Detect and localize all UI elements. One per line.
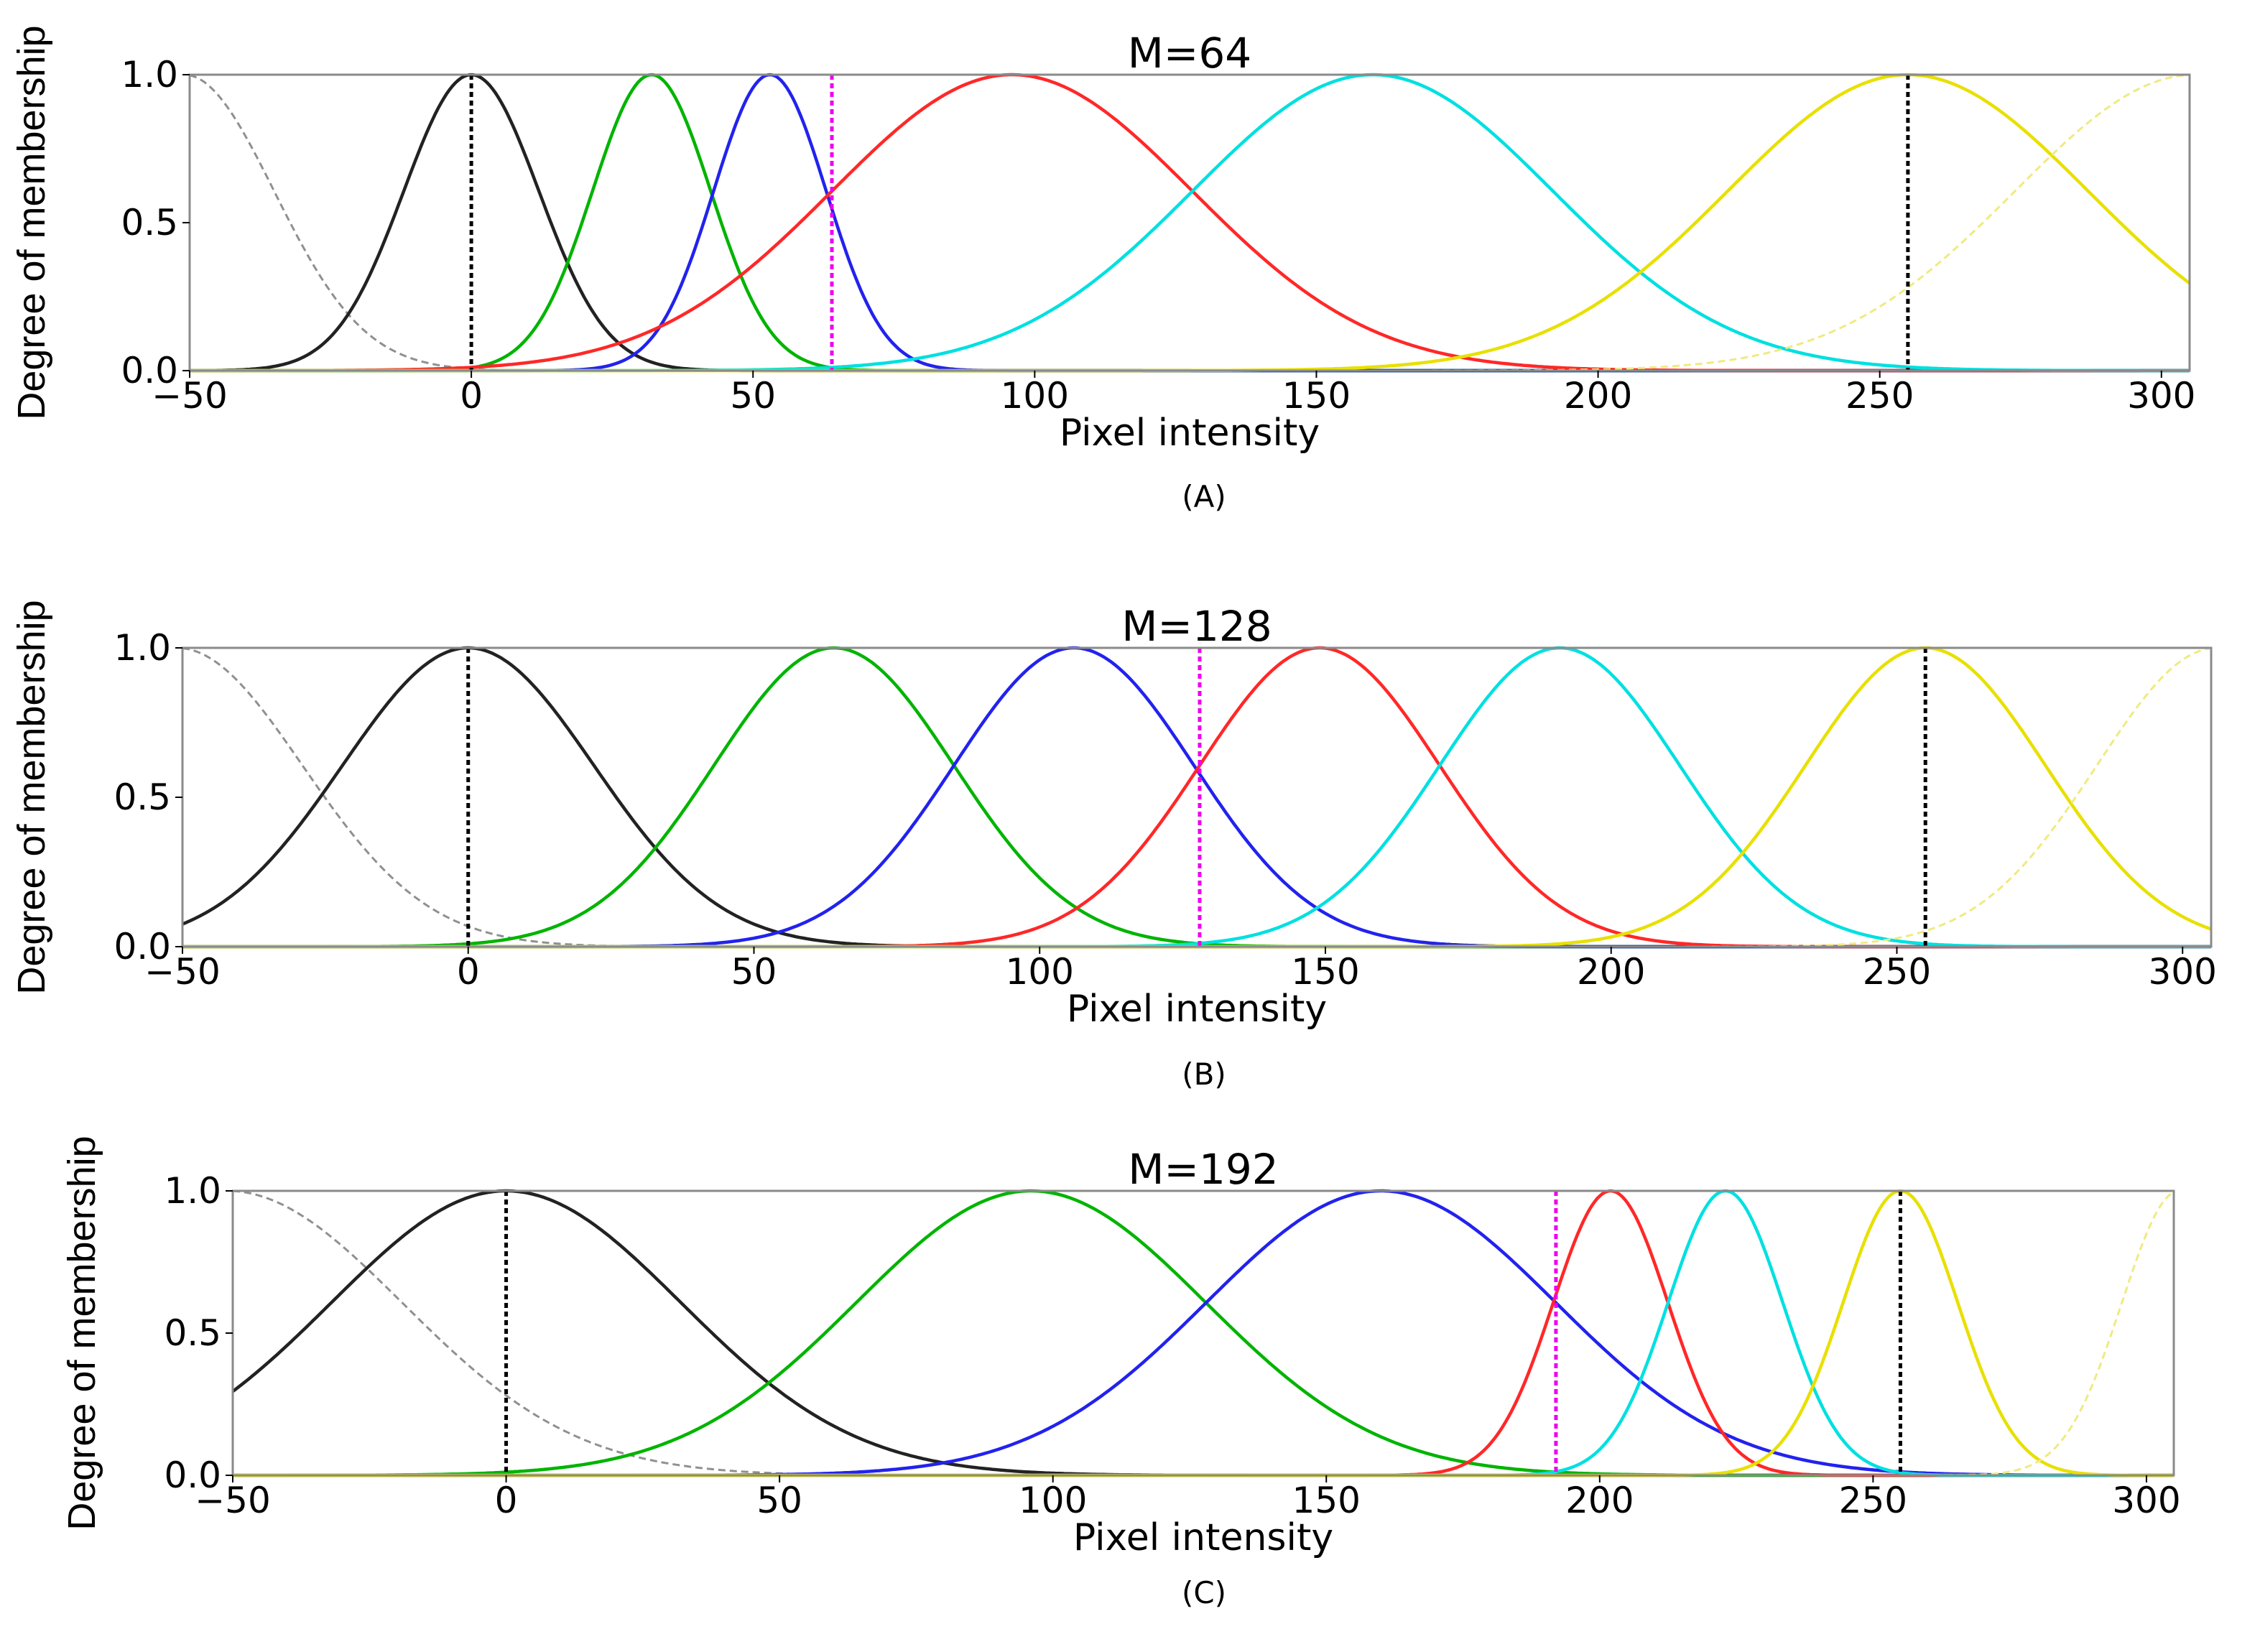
y-tick-label: 1.0 <box>121 54 178 96</box>
x-tick-label: 300 <box>2112 1480 2180 1521</box>
x-tick-label: 50 <box>731 951 777 993</box>
series-line-7 <box>190 73 2190 372</box>
series-line-3 <box>233 1189 2174 1477</box>
curves <box>182 646 2211 949</box>
plot-frame <box>231 1189 2175 1477</box>
series-line-2 <box>233 1189 2174 1477</box>
x-tick-label: 250 <box>1845 375 1914 417</box>
series-line-4 <box>182 646 2211 949</box>
y-tick-label: 0.5 <box>164 1312 221 1354</box>
x-tick-label: 250 <box>1839 1480 1907 1521</box>
x-tick-label: 0 <box>495 1480 518 1521</box>
y-tick-label: 1.0 <box>164 1170 221 1212</box>
series-line-0 <box>182 646 2211 948</box>
series-line-1 <box>182 646 2211 949</box>
series-line-3 <box>182 646 2211 949</box>
x-tick-label: 200 <box>1577 951 1645 993</box>
panel-caption: (A) <box>1182 479 1226 514</box>
curves <box>233 1189 2174 1477</box>
series-line-5 <box>233 1189 2174 1477</box>
curves <box>190 73 2190 373</box>
x-tick-label: −50 <box>152 375 228 417</box>
y-tick-label: 0.0 <box>164 1454 221 1496</box>
panel-caption: (C) <box>1182 1575 1226 1610</box>
series-line-0 <box>190 74 2190 372</box>
x-tick-label: 0 <box>460 375 483 417</box>
series-line-6 <box>233 1189 2174 1477</box>
x-tick-label: 0 <box>457 951 480 993</box>
series-line-2 <box>190 73 2190 373</box>
x-tick-label: 100 <box>1006 951 1074 993</box>
series-line-4 <box>233 1189 2174 1477</box>
series-line-2 <box>182 646 2211 949</box>
series-line-5 <box>190 73 2190 373</box>
y-tick-label: 0.0 <box>121 350 178 391</box>
panel-title: M=64 <box>1128 29 1251 78</box>
panel-title: M=192 <box>1128 1145 1278 1194</box>
chart-panel-0: −50 0 50 100 150 200 250 300 0.0 0.5 1.0 M=64 Pixel … <box>10 25 2196 514</box>
y-tick-label: 1.0 <box>114 627 171 669</box>
x-tick-label: 150 <box>1292 1480 1361 1521</box>
x-tick-label: 150 <box>1282 375 1351 417</box>
x-tick-label: 100 <box>1001 375 1069 417</box>
x-tick-label: 50 <box>730 375 776 417</box>
x-tick-label: 150 <box>1291 951 1359 993</box>
series-line-4 <box>190 73 2190 373</box>
series-line-6 <box>190 73 2190 373</box>
y-axis-label: Degree of membership <box>60 1136 103 1530</box>
x-axis-label: Pixel intensity <box>1067 988 1327 1031</box>
panel-caption: (B) <box>1182 1057 1226 1092</box>
series-line-3 <box>190 73 2190 373</box>
chart-panel-2: −50 0 50 100 150 200 250 300 0.0 0.5 1.0 M=192 Pixel… <box>60 1136 2181 1610</box>
x-axis-label: Pixel intensity <box>1073 1516 1333 1559</box>
x-tick-label: 200 <box>1564 375 1632 417</box>
x-tick-label: 300 <box>2149 951 2217 993</box>
x-tick-label: 300 <box>2127 375 2195 417</box>
panel-title: M=128 <box>1121 602 1272 651</box>
series-line-1 <box>190 73 2190 373</box>
x-tick-label: 200 <box>1565 1480 1634 1521</box>
x-axis-label: Pixel intensity <box>1060 412 1320 455</box>
y-axis-label: Degree of membership <box>10 25 53 419</box>
series-line-7 <box>182 647 2211 948</box>
x-tick-label: 250 <box>1863 951 1931 993</box>
series-line-6 <box>182 646 2211 949</box>
x-tick-label: 100 <box>1019 1480 1087 1521</box>
x-tick-label: −50 <box>195 1480 271 1521</box>
y-tick-label: 0.0 <box>114 926 171 967</box>
plot-frame <box>188 73 2191 372</box>
chart-panel-1: −50 0 50 100 150 200 250 300 0.0 0.5 1.0 M=128 Pixel… <box>10 600 2217 1092</box>
series-line-1 <box>233 1189 2174 1477</box>
x-tick-label: 50 <box>756 1480 802 1521</box>
series-line-7 <box>233 1191 2174 1477</box>
series-line-5 <box>182 646 2211 949</box>
x-tick-label: −50 <box>144 951 221 993</box>
y-axis-label: Degree of membership <box>10 600 53 994</box>
y-tick-label: 0.5 <box>121 202 178 243</box>
plot-frame <box>181 646 2213 948</box>
series-line-0 <box>233 1189 2174 1477</box>
y-tick-label: 0.5 <box>114 776 171 818</box>
